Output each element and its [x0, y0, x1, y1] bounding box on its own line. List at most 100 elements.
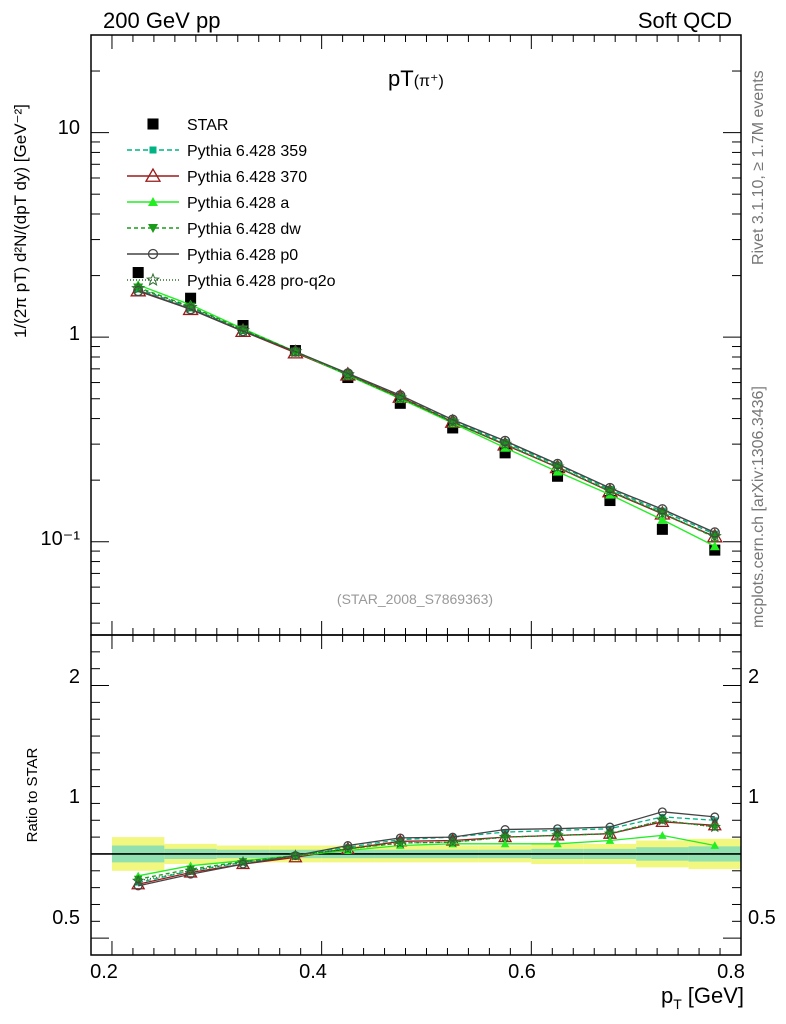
- series-p370: [130, 282, 723, 543]
- data-point: [498, 436, 513, 451]
- data-point: [131, 281, 146, 295]
- data-point: [393, 390, 408, 404]
- data-point: [133, 875, 143, 884]
- data-point: [657, 514, 668, 524]
- data-point: [147, 118, 159, 130]
- ratio-line-pp0: [138, 811, 715, 887]
- ytick-label-10: 10: [58, 117, 80, 139]
- data-point: [710, 841, 720, 849]
- ratio-line-p359: [138, 816, 715, 884]
- legend-entry-STAR: STAR: [147, 117, 228, 134]
- data-point: [656, 813, 669, 826]
- data-point: [236, 322, 251, 337]
- data-point: [394, 397, 406, 409]
- data-point: [709, 533, 720, 543]
- data-point: [500, 839, 510, 848]
- data-point: [498, 830, 512, 843]
- data-point: [236, 855, 250, 868]
- data-point: [551, 828, 564, 841]
- data-point: [290, 346, 301, 357]
- data-point: [655, 505, 670, 520]
- main-marks: [130, 267, 723, 556]
- legend-label: Pythia 6.428 p0: [187, 247, 298, 264]
- legend-label: Pythia 6.428 359: [187, 143, 307, 160]
- xtick-label-0p6: 0.6: [508, 961, 536, 983]
- legend-label: Pythia 6.428 a: [187, 195, 289, 212]
- data-point: [605, 822, 615, 832]
- data-point: [133, 283, 144, 293]
- data-point: [237, 326, 249, 337]
- data-point: [149, 146, 157, 154]
- x-axis-label-sub: T: [673, 996, 682, 1012]
- data-point: [656, 523, 668, 535]
- xtick-label-0p4: 0.4: [299, 961, 327, 983]
- ratio-line-pa: [138, 834, 715, 877]
- data-point: [658, 831, 667, 839]
- ratio-series-pp0: [133, 807, 720, 891]
- series-pq2o: [131, 281, 722, 543]
- data-point: [499, 447, 511, 459]
- xtick-label-0p8: 0.8: [717, 961, 745, 983]
- data-point: [553, 839, 562, 848]
- ratio-panel: 2 1 0.5 2 1 0.5 Ratio to STAR: [24, 634, 776, 956]
- ytick-label-0p1: 10⁻¹: [41, 528, 81, 550]
- main-title: pT(π⁺): [388, 66, 444, 91]
- legend: STAR Pythia 6.428 359 Pythia 6.428 370 Pyth…: [127, 117, 336, 290]
- xtick-label-0p2: 0.2: [90, 961, 118, 983]
- ratio-frame: [90, 634, 742, 956]
- data-point: [446, 835, 459, 848]
- data-point: [709, 541, 720, 551]
- data-point: [553, 824, 563, 834]
- ratio-ytick-label-2: 2: [69, 666, 80, 688]
- legend-label: Pythia 6.428 370: [187, 169, 307, 186]
- data-point: [145, 272, 161, 286]
- ratio-ytick-label-0p5-right: 0.5: [748, 907, 776, 929]
- ratio-axes: [90, 634, 742, 955]
- data-point: [394, 836, 407, 849]
- data-point: [288, 344, 303, 358]
- ratio-ylabel: Ratio to STAR: [24, 747, 41, 842]
- main-title-pt: pT: [388, 66, 414, 91]
- header-left: 200 GeV pp: [103, 8, 220, 33]
- data-point: [133, 285, 144, 297]
- x-axis-label-p: p: [661, 983, 673, 1008]
- ratio-ytick-label-2-right: 2: [748, 666, 759, 688]
- data-point: [186, 865, 195, 874]
- data-point: [499, 435, 511, 447]
- legend-label: STAR: [187, 117, 228, 134]
- data-point: [132, 874, 145, 887]
- data-point: [289, 849, 302, 861]
- data-point: [238, 858, 248, 866]
- data-point: [133, 881, 143, 891]
- ratio-ytick-label-0p5: 0.5: [52, 907, 80, 929]
- series-line-p359: [137, 288, 716, 535]
- data-point: [550, 459, 565, 473]
- rivet-version-text: Rivet 3.1.10, ≥ 1.7M events: [750, 70, 767, 265]
- legend-label: Pythia 6.428 dw: [187, 221, 301, 238]
- series-line-pp0: [137, 290, 716, 534]
- data-point: [707, 529, 722, 543]
- data-point: [448, 832, 458, 842]
- series-line-pa: [137, 284, 716, 547]
- legend-entry-p359: Pythia 6.428 359: [127, 143, 307, 160]
- series-line-pq2o: [137, 287, 716, 538]
- legend-entry-pdw: Pythia 6.428 dw: [127, 221, 301, 238]
- data-point: [148, 224, 158, 233]
- data-point: [341, 842, 355, 855]
- data-point: [144, 167, 162, 182]
- series-line-p370: [137, 289, 716, 538]
- legend-entry-pa: Pythia 6.428 a: [127, 195, 289, 212]
- main-ylabel: 1/(2π pT) d²N/(dpT dy) [GeV⁻²]: [11, 104, 30, 338]
- data-point: [603, 827, 617, 839]
- source-text: mcplots.cern.ch [arXiv:1306.3436]: [750, 386, 767, 628]
- legend-entry-pq2o: Pythia 6.428 pro-q2o: [127, 272, 336, 290]
- data-point: [709, 527, 720, 538]
- data-point: [604, 495, 616, 507]
- series-pp0: [133, 285, 720, 538]
- x-axis-label-unit: [GeV]: [688, 983, 744, 1008]
- data-point: [552, 458, 563, 470]
- data-point: [552, 470, 564, 482]
- data-point: [340, 367, 355, 381]
- ratio-ytick-label-1-right: 1: [748, 786, 759, 808]
